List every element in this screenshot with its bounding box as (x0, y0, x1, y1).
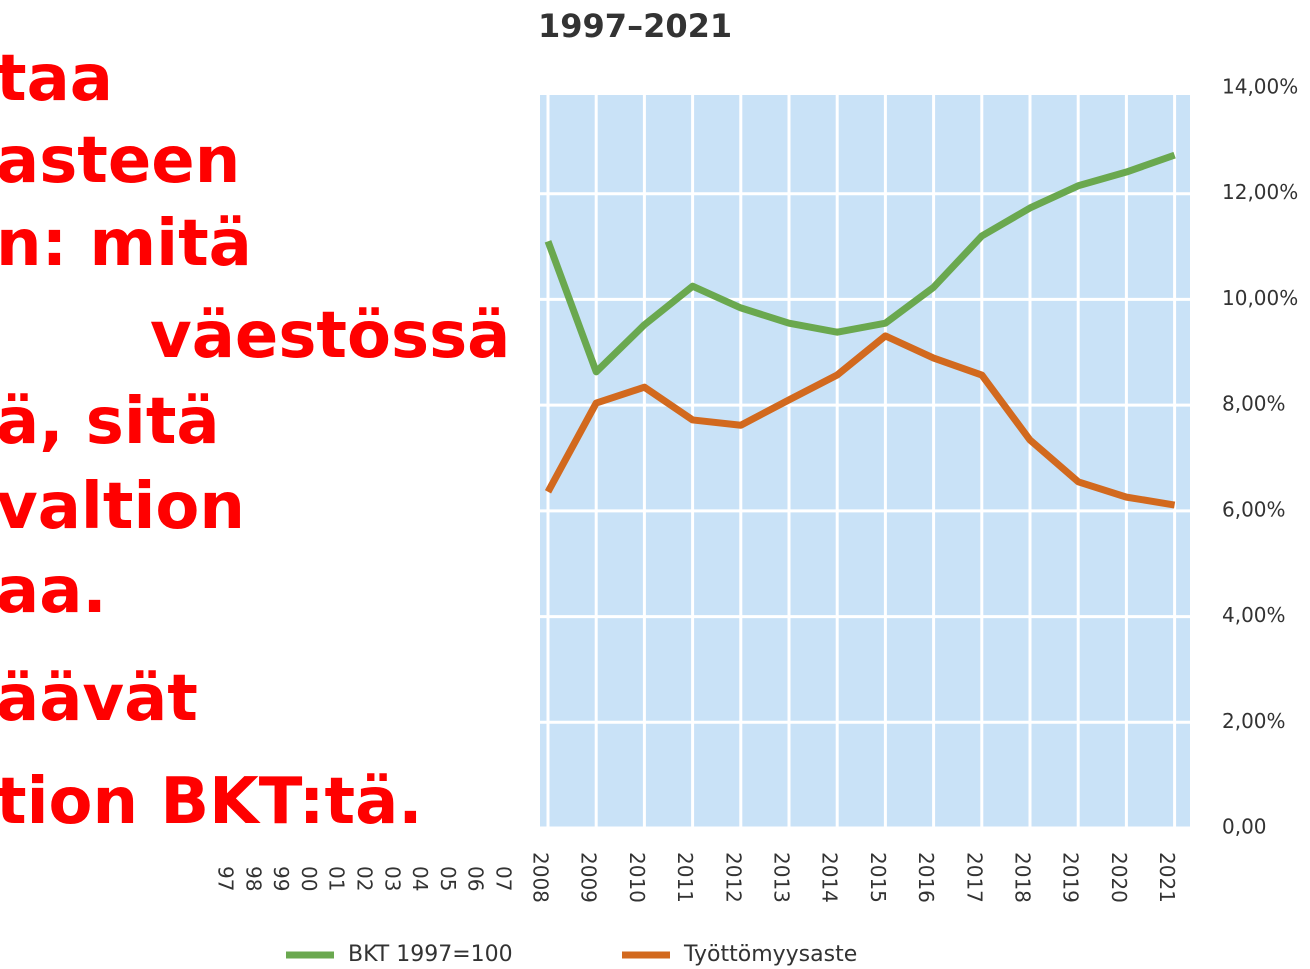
x-tick-label: 00 (297, 866, 321, 891)
data-line (544, 151, 1176, 376)
legend-label: Työttömyysaste (683, 942, 857, 967)
x-tick-label: 2017 (962, 852, 986, 903)
overlay-text: aa. (0, 554, 107, 628)
x-tick-label: 07 (492, 866, 516, 891)
x-tick-label: 2016 (914, 852, 938, 903)
y-tick-label: 10,00% (1222, 286, 1298, 310)
x-tick-label: 06 (464, 866, 488, 891)
plot-background (540, 95, 1190, 828)
y-tick-label: 6,00% (1222, 497, 1286, 521)
x-tick-label: 03 (380, 866, 404, 891)
y-tick-label: 14,00% (1222, 75, 1298, 99)
x-tick-label: 01 (325, 866, 349, 891)
y-tick-label: 4,00% (1222, 603, 1286, 627)
chart-title: 1997–2021 (538, 7, 732, 45)
x-tick-label: 2012 (721, 852, 745, 903)
x-tick-label: 2015 (866, 852, 890, 903)
overlay-text: tion BKT:tä. (0, 765, 423, 839)
x-tick-label: 2009 (577, 852, 601, 903)
legend-label: BKT 1997=100 (348, 942, 513, 967)
x-tick-label: 97 (214, 866, 238, 891)
x-tick-label: 05 (436, 866, 460, 891)
x-tick-label: 2013 (770, 852, 794, 903)
y-tick-label: 0,00 (1222, 815, 1267, 839)
overlay-text: taa (0, 42, 113, 116)
overlay-text: valtion (0, 470, 245, 544)
x-tick-label: 99 (269, 866, 293, 891)
y-tick-label: 12,00% (1222, 180, 1298, 204)
x-tick-label: 2014 (818, 852, 842, 903)
overlay-text: äävät (0, 662, 198, 736)
x-tick-label: 2008 (529, 852, 553, 903)
x-tick-label: 2021 (1155, 852, 1179, 903)
x-tick-label: 2010 (625, 852, 649, 903)
x-tick-label: 04 (408, 866, 432, 891)
data-line (544, 332, 1176, 509)
x-tick-label: 2020 (1107, 852, 1131, 903)
x-tick-label: 2018 (1011, 852, 1035, 903)
x-tick-label: 2011 (673, 852, 697, 903)
overlay-text: väestössä (150, 299, 510, 373)
x-tick-label: 02 (353, 866, 377, 891)
overlay-text: ä, sitä (0, 385, 220, 459)
x-tick-label: 98 (241, 866, 265, 891)
y-tick-label: 2,00% (1222, 709, 1286, 733)
overlay-text: n: mitä (0, 207, 252, 281)
overlay-text: asteen (0, 124, 240, 198)
x-tick-label: 2019 (1059, 852, 1083, 903)
y-tick-label: 8,00% (1222, 392, 1286, 416)
